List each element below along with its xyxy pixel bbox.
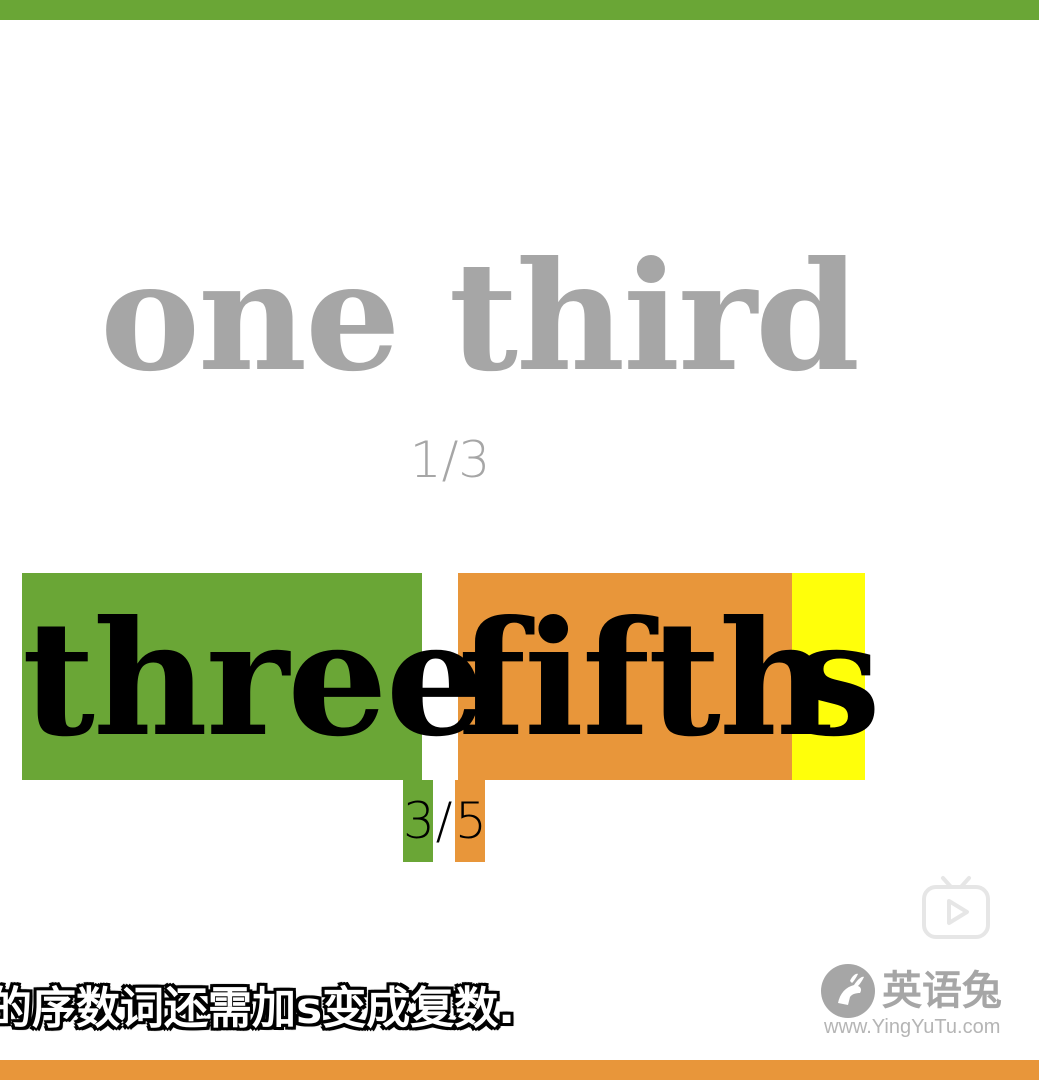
subtitle-caption: 的序数词还需加s变成复数. (0, 983, 515, 1034)
plural-suffix: s (792, 587, 881, 772)
example-phrase-one-third: one third (100, 229, 860, 405)
fraction-slash: / (435, 792, 453, 850)
watermark-name: 英语兔 (882, 967, 1002, 1014)
top-accent-bar (0, 0, 1039, 20)
example-fraction-one-third: 1/3 (409, 431, 491, 489)
denominator-word: fifth (458, 587, 834, 772)
tv-play-icon[interactable] (921, 874, 991, 940)
fraction-numerator: 3 (403, 780, 435, 862)
fraction-denominator: 5 (455, 780, 487, 862)
watermark: 英语兔 www.YingYuTu.com (820, 960, 1020, 1042)
bottom-accent-bar (0, 1060, 1039, 1080)
plural-suffix-highlight (792, 573, 865, 780)
denominator-word-highlight (458, 573, 792, 780)
numerator-word-highlight (22, 573, 422, 780)
rabbit-logo-icon (820, 963, 876, 1019)
numerator-word: three (22, 587, 486, 772)
watermark-url: www.YingYuTu.com (824, 1016, 1001, 1038)
